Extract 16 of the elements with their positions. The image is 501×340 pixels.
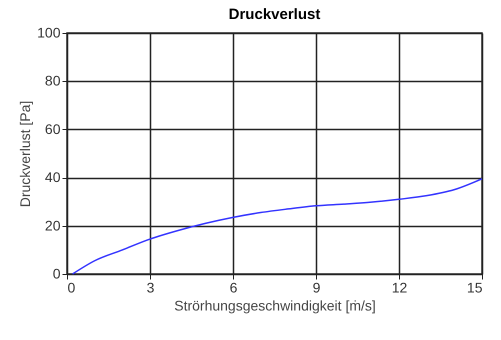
x-tick-label: 6 bbox=[230, 280, 238, 296]
y-tick-label: 0 bbox=[52, 266, 61, 282]
y-tick-label: 60 bbox=[44, 120, 61, 137]
x-tick-label: 9 bbox=[312, 280, 321, 296]
x-tick-label: 0 bbox=[68, 280, 76, 296]
chart-title: Druckverlust bbox=[228, 6, 320, 23]
x-tick-label: 3 bbox=[146, 280, 155, 296]
x-tick-label: 12 bbox=[392, 280, 408, 296]
y-tick-label: 20 bbox=[44, 217, 61, 234]
y-axis-title: Druckverlust [Pa] bbox=[17, 100, 34, 208]
x-tick-label: 15 bbox=[466, 280, 483, 296]
y-tick-label: 100 bbox=[37, 24, 61, 40]
x-axis-title: Strörhungsgeschwindigkeit [ṁ/s] bbox=[174, 298, 376, 314]
y-tick-label: 80 bbox=[44, 72, 61, 89]
y-tick-label: 40 bbox=[44, 169, 61, 186]
line-series bbox=[72, 178, 483, 275]
